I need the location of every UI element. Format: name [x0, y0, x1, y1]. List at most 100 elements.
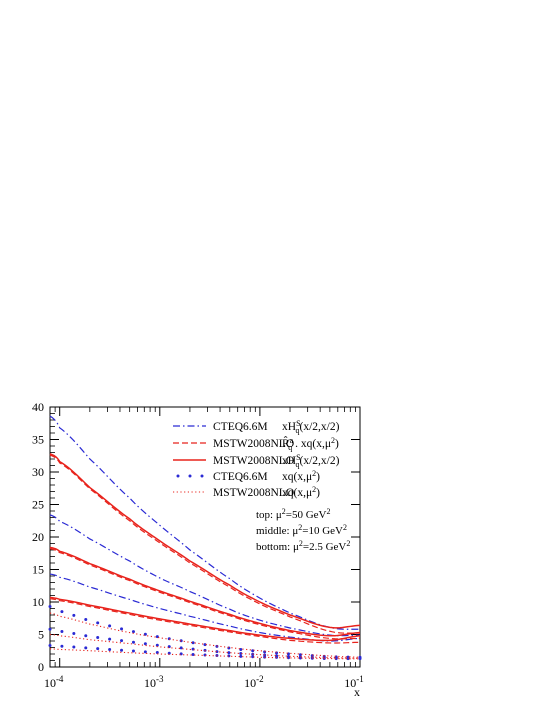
- legend-quantity-label: xHS q(x/2,x/2): [282, 419, 340, 435]
- y-tick-label: 0: [38, 660, 44, 674]
- legend-pdf-label: CTEQ6.6M: [213, 421, 268, 433]
- series-point: [298, 656, 302, 660]
- series-point: [358, 657, 362, 661]
- series-dashed-6: [49, 454, 361, 634]
- series-point: [215, 650, 219, 654]
- series-point: [179, 646, 183, 650]
- series-point: [108, 647, 112, 651]
- series-point: [143, 642, 147, 646]
- series-point: [191, 652, 195, 656]
- series-point: [191, 641, 195, 645]
- series-point: [84, 646, 88, 650]
- series-point: [239, 648, 243, 652]
- scale-annotation: top: μ2=50 GeV2: [256, 507, 331, 521]
- series-point: [84, 617, 88, 621]
- series-dashed-8: [49, 598, 361, 644]
- y-tick-label: 5: [38, 628, 44, 642]
- series-point: [203, 643, 207, 647]
- series-point: [286, 656, 290, 660]
- series-line: [49, 546, 361, 637]
- legend-quantity-label: xq(x,μ2): [282, 469, 320, 483]
- series-point: [155, 635, 159, 639]
- y-tick-label: 20: [32, 530, 44, 544]
- legend-quantity-label: xq(x,μ2): [282, 485, 320, 499]
- y-tick-label: 10: [32, 595, 44, 609]
- scale-annotations: top: μ2=50 GeV2 middle: μ2=10 GeV2 bottom:…: [256, 507, 350, 553]
- y-tick-label: 40: [32, 400, 44, 414]
- series-line: [49, 415, 361, 630]
- y-tick-label: 25: [32, 498, 44, 512]
- series-dashed-7: [49, 548, 361, 640]
- series-line: [49, 454, 361, 634]
- series-point: [60, 630, 64, 634]
- legend-pdf-label: MSTW2008NLO: [213, 438, 294, 450]
- series-dots-11: [48, 644, 362, 661]
- series-point: [72, 645, 76, 649]
- series-point: [143, 650, 147, 654]
- series-solid-3: [49, 453, 361, 629]
- legend-pdf-label: MSTW2008NLO: [213, 455, 294, 467]
- series-point: [239, 652, 243, 656]
- legend-quantity-label: xHS q(x/2,x/2): [282, 453, 340, 469]
- legend-swatch-dot: [176, 474, 180, 478]
- series-point: [155, 643, 159, 647]
- series-point: [334, 657, 338, 661]
- scale-annotation: bottom: μ2=2.5 GeV2: [256, 539, 350, 553]
- legend-pdf-label: MSTW2008NLO: [213, 487, 294, 499]
- legend-quantity-label: R̂a q . xq(x,μ2): [282, 436, 339, 452]
- series-line: [49, 633, 361, 659]
- series-point: [48, 627, 52, 631]
- legend-swatch-dot: [188, 474, 192, 478]
- series-point: [96, 635, 100, 639]
- y-tick-label: 15: [32, 563, 44, 577]
- series-point: [60, 644, 64, 648]
- series-point: [72, 631, 76, 635]
- series-point: [227, 651, 231, 655]
- series-dotted-13: [49, 633, 361, 659]
- legend-swatch-dot: [200, 474, 204, 478]
- series-point: [120, 648, 124, 652]
- series-line: [49, 596, 361, 642]
- series-point: [251, 649, 255, 653]
- series-point: [298, 653, 302, 657]
- legend-entry: CTEQ6.6M xHS q(x/2,x/2): [173, 419, 340, 435]
- series-point: [131, 640, 135, 644]
- y-tick-label: 30: [32, 465, 44, 479]
- series-point: [108, 624, 112, 628]
- series-point: [310, 656, 314, 660]
- series-solid-5: [49, 596, 361, 642]
- series-point: [96, 647, 100, 651]
- series-point: [60, 610, 64, 614]
- x-tick-label: 10-2: [244, 674, 263, 690]
- series-point: [72, 613, 76, 617]
- scale-annotation: middle: μ2=10 GeV2: [256, 523, 347, 537]
- legend-entry: CTEQ6.6M xq(x,μ2): [176, 469, 320, 483]
- series-point: [155, 651, 159, 655]
- series-dotted-14: [49, 648, 361, 660]
- legend-pdf-label: CTEQ6.6M: [213, 471, 268, 483]
- series-point: [120, 627, 124, 631]
- series-point: [131, 630, 135, 634]
- series-point: [84, 634, 88, 638]
- series-layer: [48, 415, 362, 661]
- series-point: [48, 605, 52, 609]
- series-point: [239, 654, 243, 658]
- series-line: [49, 453, 361, 629]
- series-point: [108, 637, 112, 641]
- series-line: [49, 648, 361, 660]
- series-point: [120, 639, 124, 643]
- x-tick-label: 10-3: [144, 674, 164, 690]
- x-axis-label: x: [354, 685, 360, 699]
- series-line: [49, 548, 361, 640]
- series-solid-4: [49, 546, 361, 637]
- series-point: [96, 621, 100, 625]
- series-line: [49, 598, 361, 644]
- series-line: [49, 514, 361, 637]
- series-dashdot-0: [49, 415, 361, 630]
